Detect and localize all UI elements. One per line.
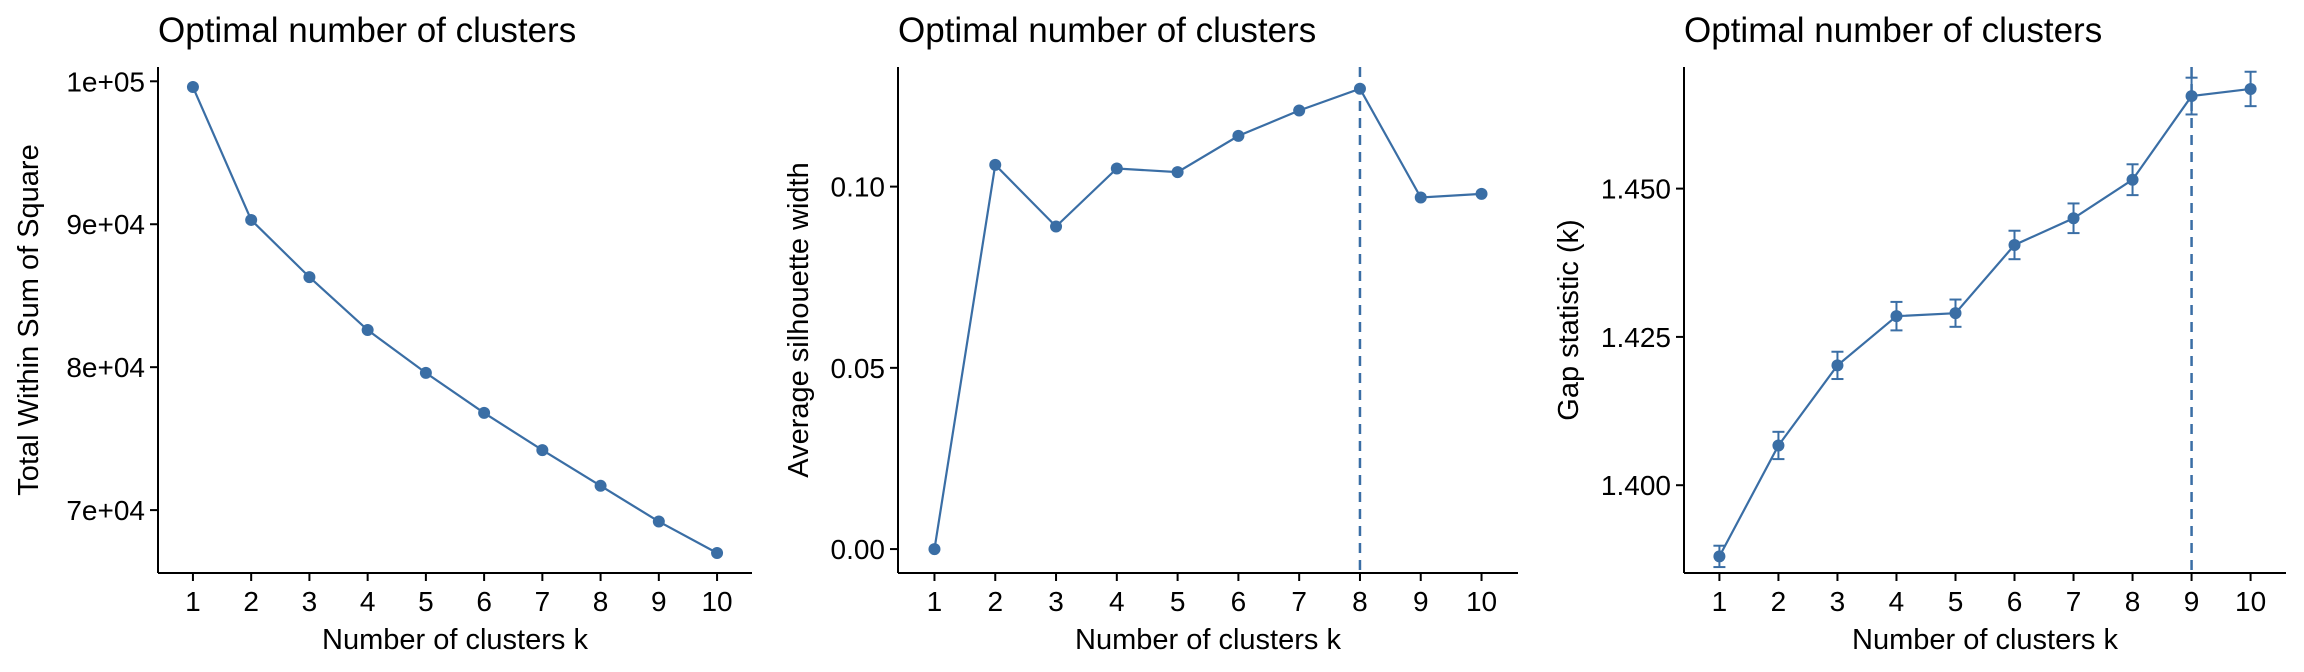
data-point — [536, 444, 549, 457]
data-point — [303, 271, 316, 284]
chart-title: Optimal number of clusters — [1684, 11, 2102, 50]
x-tick-label: 1 — [1712, 586, 1728, 617]
chart-title: Optimal number of clusters — [158, 11, 576, 50]
data-point — [245, 213, 258, 226]
x-tick-label: 9 — [651, 586, 667, 617]
data-point — [1475, 187, 1488, 200]
data-point — [594, 479, 607, 492]
gap-statistic-panel: Optimal number of clusters 1 2 3 4 5 6 7 8 9 10 1.4… — [1553, 11, 2286, 656]
y-tick-label: 8e+04 — [66, 352, 145, 383]
data-point — [1949, 307, 1962, 320]
data-point — [1772, 439, 1785, 452]
data-point — [1353, 82, 1366, 95]
x-axis-title: Number of clusters k — [1852, 624, 2118, 656]
data-point — [989, 158, 1002, 171]
x-tick-label: 4 — [1109, 586, 1125, 617]
data-point — [1171, 166, 1184, 179]
x-tick-label: 8 — [593, 586, 609, 617]
silhouette-panel: Optimal number of clusters 1 2 3 4 5 6 7 8 9 10 0.0… — [783, 11, 1518, 656]
x-tick-label: 8 — [1352, 586, 1368, 617]
x-tick-label: 6 — [2007, 586, 2023, 617]
x-tick-label: 6 — [476, 586, 492, 617]
x-tick-label: 9 — [2184, 586, 2200, 617]
y-tick-label: 0.00 — [831, 534, 886, 565]
data-point — [478, 406, 491, 419]
x-tick-label: 1 — [927, 586, 943, 617]
data-point — [1414, 191, 1427, 204]
data-point — [928, 543, 941, 556]
y-tick-label: 0.10 — [831, 172, 886, 203]
y-axis-title: Average silhouette width — [783, 162, 815, 477]
x-tick-label: 5 — [1170, 586, 1186, 617]
chart-title: Optimal number of clusters — [898, 11, 1316, 50]
y-tick-label: 1.425 — [1601, 322, 1671, 353]
y-tick-label: 1e+05 — [66, 66, 145, 97]
x-tick-label: 10 — [701, 586, 732, 617]
data-point — [2126, 173, 2139, 186]
y-tick-label: 9e+04 — [66, 209, 145, 240]
x-tick-label: 2 — [243, 586, 259, 617]
x-tick-label: 5 — [418, 586, 434, 617]
x-axis-title: Number of clusters k — [322, 624, 588, 656]
data-point — [361, 324, 374, 337]
data-point — [1713, 550, 1726, 563]
x-tick-label: 3 — [1830, 586, 1846, 617]
x-tick-label: 2 — [1771, 586, 1787, 617]
x-tick-label: 6 — [1231, 586, 1247, 617]
data-point — [1293, 104, 1306, 117]
x-tick-label: 3 — [302, 586, 318, 617]
x-tick-label: 3 — [1048, 586, 1064, 617]
data-point — [1050, 220, 1063, 233]
x-tick-label: 7 — [2066, 586, 2082, 617]
y-axis-title: Gap statistic (k) — [1553, 219, 1585, 420]
data-point — [1232, 129, 1245, 142]
data-point — [186, 81, 199, 94]
data-point — [2244, 82, 2257, 95]
x-tick-label: 10 — [1466, 586, 1497, 617]
x-tick-label: 9 — [1413, 586, 1429, 617]
x-tick-label: 1 — [185, 586, 201, 617]
series-line — [933, 87, 1482, 550]
x-tick-label: 8 — [2125, 586, 2141, 617]
data-point — [1890, 310, 1903, 323]
x-tick-label: 7 — [535, 586, 551, 617]
x-tick-label: 10 — [2235, 586, 2266, 617]
y-tick-label: 7e+04 — [66, 495, 145, 526]
data-point — [1831, 359, 1844, 372]
elbow-panel: Optimal number of clusters 1 2 3 4 5 6 7 8 9 10 7e+… — [13, 11, 752, 656]
x-axis-title: Number of clusters k — [1075, 624, 1341, 656]
y-tick-label: 1.400 — [1601, 470, 1671, 501]
data-point — [2185, 90, 2198, 103]
x-tick-label: 2 — [987, 586, 1003, 617]
y-axis-title: Total Within Sum of Square — [13, 144, 45, 495]
series-line — [191, 86, 718, 554]
y-tick-label: 1.450 — [1601, 174, 1671, 205]
data-point — [2067, 212, 2080, 225]
data-point — [652, 515, 665, 528]
x-tick-label: 4 — [360, 586, 376, 617]
series-line — [1718, 87, 2251, 557]
data-point — [1110, 162, 1123, 175]
x-tick-label: 4 — [1889, 586, 1905, 617]
x-tick-label: 7 — [1291, 586, 1307, 617]
y-tick-label: 0.05 — [831, 353, 886, 384]
x-tick-label: 5 — [1948, 586, 1964, 617]
data-point — [2008, 238, 2021, 251]
data-point — [711, 546, 724, 559]
data-point — [419, 366, 432, 379]
